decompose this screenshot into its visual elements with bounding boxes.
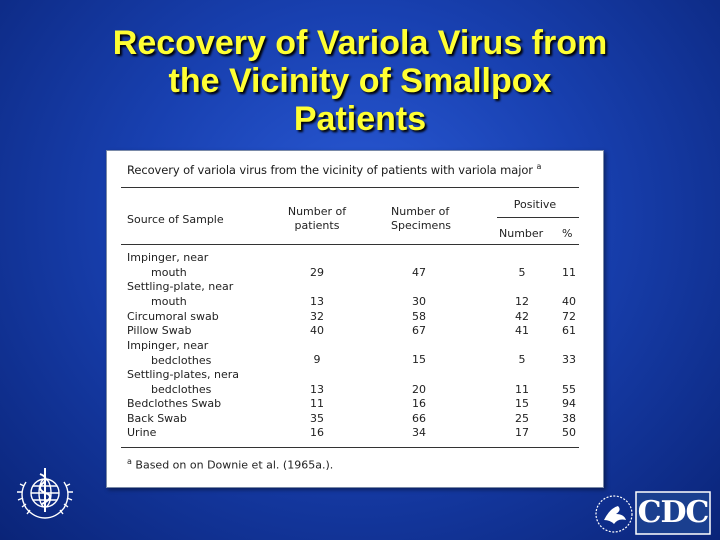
header-positive-rule xyxy=(497,217,579,218)
cdc-logo-text: CDC xyxy=(637,495,710,530)
row-7-percent: 94 xyxy=(562,397,576,410)
slide-title-line-3: Patients xyxy=(293,100,427,138)
row-5-source: Impinger, near bedclothes xyxy=(127,339,212,367)
row-9-patients: 16 xyxy=(310,426,324,439)
row-1-percent: 11 xyxy=(562,266,576,279)
slide-title: Recovery of Variola Virus from the Vicin… xyxy=(40,24,680,138)
row-9-percent: 50 xyxy=(562,426,576,439)
table-title-superscript: a xyxy=(536,162,542,171)
table-top-rule xyxy=(121,187,579,188)
row-4-source: Pillow Swab xyxy=(127,324,192,337)
cdc-logo: CDC xyxy=(592,490,712,536)
table-card: Recovery of variola virus from the vicin… xyxy=(106,150,604,488)
row-6-percent: 55 xyxy=(562,383,576,396)
row-1-source: Impinger, near mouth xyxy=(127,251,209,279)
row-4-number: 41 xyxy=(515,324,529,337)
row-2-percent: 40 xyxy=(562,295,576,308)
row-7-specimens: 16 xyxy=(412,397,426,410)
header-percent: % xyxy=(562,227,573,240)
row-8-patients: 35 xyxy=(310,412,324,425)
row-8-percent: 38 xyxy=(562,412,576,425)
who-logo-icon xyxy=(17,468,73,519)
table-footnote: a Based on on Downie et al. (1965a.). xyxy=(127,457,334,472)
hhs-eagle-icon xyxy=(595,491,711,535)
row-8-source: Back Swab xyxy=(127,412,187,425)
slide-title-line-1: Recovery of Variola Virus from xyxy=(112,24,608,62)
row-4-percent: 61 xyxy=(562,324,576,337)
row-4-specimens: 67 xyxy=(412,324,426,337)
row-3-number: 42 xyxy=(515,310,529,323)
row-6-number: 11 xyxy=(515,383,529,396)
row-5-number: 5 xyxy=(518,353,526,366)
header-number: Number xyxy=(499,227,544,240)
row-2-patients: 13 xyxy=(310,295,324,308)
header-positive: Positive xyxy=(513,198,557,211)
row-6-specimens: 20 xyxy=(412,383,426,396)
row-2-specimens: 30 xyxy=(412,295,426,308)
row-8-specimens: 66 xyxy=(412,412,426,425)
header-bottom-rule xyxy=(121,244,579,245)
row-3-source: Circumoral swab xyxy=(127,310,219,323)
row-7-source: Bedclothes Swab xyxy=(127,397,222,410)
row-9-source: Urine xyxy=(127,426,157,439)
row-2-number: 12 xyxy=(515,295,529,308)
footnote-superscript: a xyxy=(127,457,132,466)
table-title: Recovery of variola virus from the vicin… xyxy=(127,162,542,177)
header-patients: Number of patients xyxy=(287,205,347,232)
row-6-source: Settling-plates, nera bedclothes xyxy=(127,368,239,396)
row-5-specimens: 15 xyxy=(412,353,426,366)
row-3-specimens: 58 xyxy=(412,310,426,323)
row-1-patients: 29 xyxy=(310,266,324,279)
row-9-specimens: 34 xyxy=(412,426,426,439)
row-7-number: 15 xyxy=(515,397,529,410)
row-9-number: 17 xyxy=(515,426,529,439)
row-1-number: 5 xyxy=(518,266,526,279)
header-specimens: Number of Specimens xyxy=(391,205,452,232)
row-3-patients: 32 xyxy=(310,310,324,323)
row-7-patients: 11 xyxy=(310,397,324,410)
row-4-patients: 40 xyxy=(310,324,324,337)
slide-title-line-2: the Vicinity of Smallpox xyxy=(168,62,552,100)
row-1-specimens: 47 xyxy=(412,266,426,279)
row-3-percent: 72 xyxy=(562,310,576,323)
row-5-percent: 33 xyxy=(562,353,576,366)
row-5-patients: 9 xyxy=(313,353,321,366)
row-6-patients: 13 xyxy=(310,383,324,396)
row-2-source: Settling-plate, near mouth xyxy=(127,280,234,308)
header-source: Source of Sample xyxy=(127,213,224,226)
row-8-number: 25 xyxy=(515,412,529,425)
table-bottom-rule xyxy=(121,447,579,448)
